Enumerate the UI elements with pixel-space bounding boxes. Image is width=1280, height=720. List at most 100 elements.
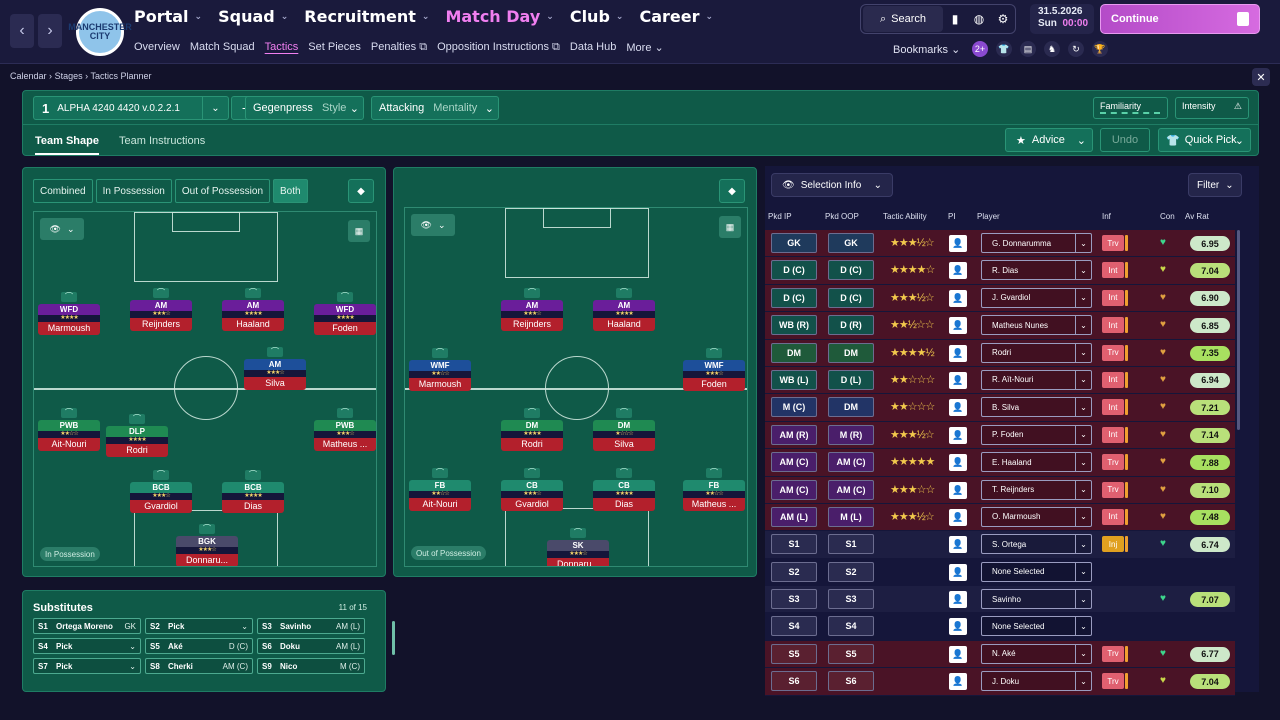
player-instructions-button[interactable]: 👤 (949, 673, 967, 691)
player-card[interactable]: ⌒ AM ★★★☆ Reijnders (501, 288, 563, 331)
style-dropdown[interactable]: Gegenpress Style ⌄ (245, 96, 364, 120)
table-row[interactable]: GK GK ★★★½☆ 👤 G. Donnarumma ⌄ Trv ♥ 6.95 (765, 230, 1235, 258)
col-pkd-ip[interactable]: Pkd IP (768, 212, 792, 221)
player-selector[interactable]: E. Haaland ⌄ (981, 452, 1092, 473)
picked-ip-position[interactable]: S3 (771, 589, 817, 610)
breadcrumb-calendar[interactable]: Calendar (10, 71, 47, 81)
player-card[interactable]: ⌒ WFD ★★★★ Foden (314, 292, 376, 335)
table-row[interactable]: D (C) D (C) ★★★½☆ 👤 J. Gvardiol ⌄ Int ♥ 6.90 (765, 284, 1235, 313)
pitch-in-possession[interactable]: 👁 ⌄ ▦ In Possession ⌒ WFD ★★★★ Marmoush ⌒ AM ★★… (33, 211, 377, 567)
player-card[interactable]: ⌒ PWB ★★☆☆ Ait-Nouri (38, 408, 100, 451)
subnav-tactics[interactable]: Tactics (264, 41, 299, 53)
table-row[interactable]: AM (C) AM (C) ★★★★★ 👤 E. Haaland ⌄ Trv ♥ 7.88 (765, 449, 1235, 477)
player-selector[interactable]: P. Foden ⌄ (981, 424, 1092, 445)
filter-dropdown[interactable]: Filter ⌄ (1188, 173, 1242, 197)
player-instructions-button[interactable]: 👤 (949, 563, 967, 581)
table-row[interactable]: DM DM ★★★★½ 👤 Rodri ⌄ Trv ♥ 7.35 (765, 339, 1235, 367)
bookmarks-dropdown[interactable]: Bookmarks ⌄ (893, 43, 960, 56)
formation-button[interactable]: ▦ (348, 220, 370, 242)
picked-oop-position[interactable]: S4 (828, 616, 874, 637)
player-instructions-button[interactable]: 👤 (949, 426, 967, 444)
formation-button[interactable]: ▦ (719, 216, 741, 238)
subnav-data-hub[interactable]: Data Hub (569, 41, 617, 53)
picked-ip-position[interactable]: S4 (771, 616, 817, 637)
picked-ip-position[interactable]: GK (771, 233, 817, 253)
player-card[interactable]: ⌒ DLP ★★★★ Rodri (106, 414, 168, 457)
picked-oop-position[interactable]: S2 (828, 561, 874, 582)
player-selector[interactable]: Savinho ⌄ (981, 589, 1092, 610)
player-card[interactable]: ⌒ AM ★★★☆ Reijnders (130, 288, 192, 331)
player-instructions-button[interactable]: 👤 (949, 235, 967, 252)
player-selector[interactable]: J. Gvardiol ⌄ (981, 287, 1092, 308)
picked-ip-position[interactable]: AM (R) (771, 424, 817, 445)
club-crest[interactable]: MANCHESTER CITY (68, 8, 132, 56)
player-card[interactable]: ⌒ WMF ★★☆☆ Marmoush (409, 348, 471, 391)
date-display[interactable]: 31.5.2026 Sun 00:00 (1030, 4, 1094, 34)
subnav-match-squad[interactable]: Match Squad (189, 41, 255, 53)
globe-button[interactable]: ◍ (967, 6, 991, 32)
picked-oop-position[interactable]: D (L) (828, 369, 874, 390)
picked-ip-position[interactable]: AM (C) (771, 479, 817, 500)
substitute-slot[interactable]: S6 Doku AM (L) (257, 638, 365, 654)
picked-ip-position[interactable]: DM (771, 342, 817, 363)
table-row[interactable]: D (C) D (C) ★★★★☆ 👤 R. Dias ⌄ Int ♥ 7.04 (765, 257, 1235, 285)
visibility-toggle[interactable]: 👁 ⌄ (411, 214, 455, 236)
player-selector[interactable]: None Selected ⌄ (981, 616, 1092, 637)
table-row[interactable]: S5 S5 👤 N. Aké ⌄ Trv ♥ 6.77 (765, 640, 1235, 669)
col-inf[interactable]: Inf (1102, 212, 1111, 221)
table-row[interactable]: S6 S6 👤 J. Doku ⌄ Trv ♥ 7.04 (765, 668, 1235, 696)
substitute-slot[interactable]: S5 Aké D (C) (145, 638, 253, 654)
picked-ip-position[interactable]: S5 (771, 643, 817, 664)
player-instructions-button[interactable]: 👤 (949, 344, 967, 362)
player-instructions-button[interactable]: 👤 (949, 454, 967, 472)
back-button[interactable]: ‹ (10, 14, 34, 48)
mentality-dropdown[interactable]: Attacking Mentality ⌄ (371, 96, 499, 120)
player-selector[interactable]: R. Dias ⌄ (981, 260, 1092, 281)
subnav-more-wrap[interactable]: More ⌄ (626, 41, 663, 54)
substitute-slot[interactable]: S8 Cherki AM (C) (145, 658, 253, 674)
quick-pick-button[interactable]: 👕 Quick Pick ⌄ (1158, 128, 1251, 152)
player-selector[interactable]: T. Reijnders ⌄ (981, 479, 1092, 500)
player-instructions-button[interactable]: 👤 (949, 508, 967, 526)
visibility-toggle[interactable]: 👁 ⌄ (40, 218, 84, 240)
player-selector[interactable]: O. Marmoush ⌄ (981, 506, 1092, 527)
settings-button[interactable]: ⚙ (991, 6, 1015, 32)
nav-recruitment[interactable]: Recruitment ⌄ (304, 7, 429, 26)
trophy-icon[interactable]: 🏆 (1092, 41, 1108, 57)
picked-oop-position[interactable]: S5 (828, 643, 874, 664)
player-selector[interactable]: G. Donnarumma ⌄ (981, 233, 1092, 253)
table-row[interactable]: AM (L) M (L) ★★★½☆ 👤 O. Marmoush ⌄ Int ♥ 7.48 (765, 503, 1235, 532)
player-selector[interactable]: R. Aït-Nouri ⌄ (981, 369, 1092, 390)
player-instructions-button[interactable]: 👤 (949, 536, 967, 554)
refresh-icon[interactable]: ↻ (1068, 41, 1084, 57)
player-card[interactable]: ⌒ BCB ★★★★ Dias (222, 470, 284, 513)
breadcrumb-stages[interactable]: Stages (54, 71, 83, 81)
coach-icon[interactable]: ♞ (1044, 41, 1060, 57)
player-selector[interactable]: None Selected ⌄ (981, 561, 1092, 582)
col-player[interactable]: Player (977, 212, 1000, 221)
picked-oop-position[interactable]: AM (C) (828, 479, 874, 500)
table-row[interactable]: S3 S3 👤 Savinho ⌄ ♥ 7.07 (765, 586, 1235, 614)
subnav-penalties-wrap[interactable]: Penalties ⧉ (371, 41, 427, 54)
picked-oop-position[interactable]: D (R) (828, 315, 874, 336)
table-row[interactable]: M (C) DM ★★☆☆☆ 👤 B. Silva ⌄ Int ♥ 7.21 (765, 394, 1235, 422)
continue-button[interactable]: Continue (1100, 4, 1260, 34)
nav-career[interactable]: Career ⌄ (639, 7, 713, 26)
picked-oop-position[interactable]: M (L) (828, 506, 874, 527)
mode-in-possession[interactable]: In Possession (95, 179, 172, 203)
substitute-slot[interactable]: S7 Pick ⌄ (33, 658, 141, 674)
table-row[interactable]: S2 S2 👤 None Selected ⌄ (765, 558, 1235, 587)
picked-oop-position[interactable]: D (C) (828, 260, 874, 281)
picked-oop-position[interactable]: DM (828, 397, 874, 418)
player-selector[interactable]: Matheus Nunes ⌄ (981, 315, 1092, 336)
advice-button[interactable]: ★ Advice ⌄ (1005, 128, 1093, 152)
player-card[interactable]: ⌒ AM ★★★★ Haaland (593, 288, 655, 331)
col-tactic-ability[interactable]: Tactic Ability (883, 212, 927, 221)
table-row[interactable]: WB (R) D (R) ★★½☆☆ 👤 Matheus Nunes ⌄ Int ♥ 6.85 (765, 312, 1235, 340)
forward-button[interactable]: › (38, 14, 62, 48)
player-card[interactable]: ⌒ PWB ★★★☆ Matheus ... (314, 408, 376, 451)
picked-ip-position[interactable]: AM (C) (771, 452, 817, 473)
picked-oop-position[interactable]: M (R) (828, 424, 874, 445)
undo-button[interactable]: Undo (1100, 128, 1150, 152)
picked-ip-position[interactable]: S1 (771, 534, 817, 555)
